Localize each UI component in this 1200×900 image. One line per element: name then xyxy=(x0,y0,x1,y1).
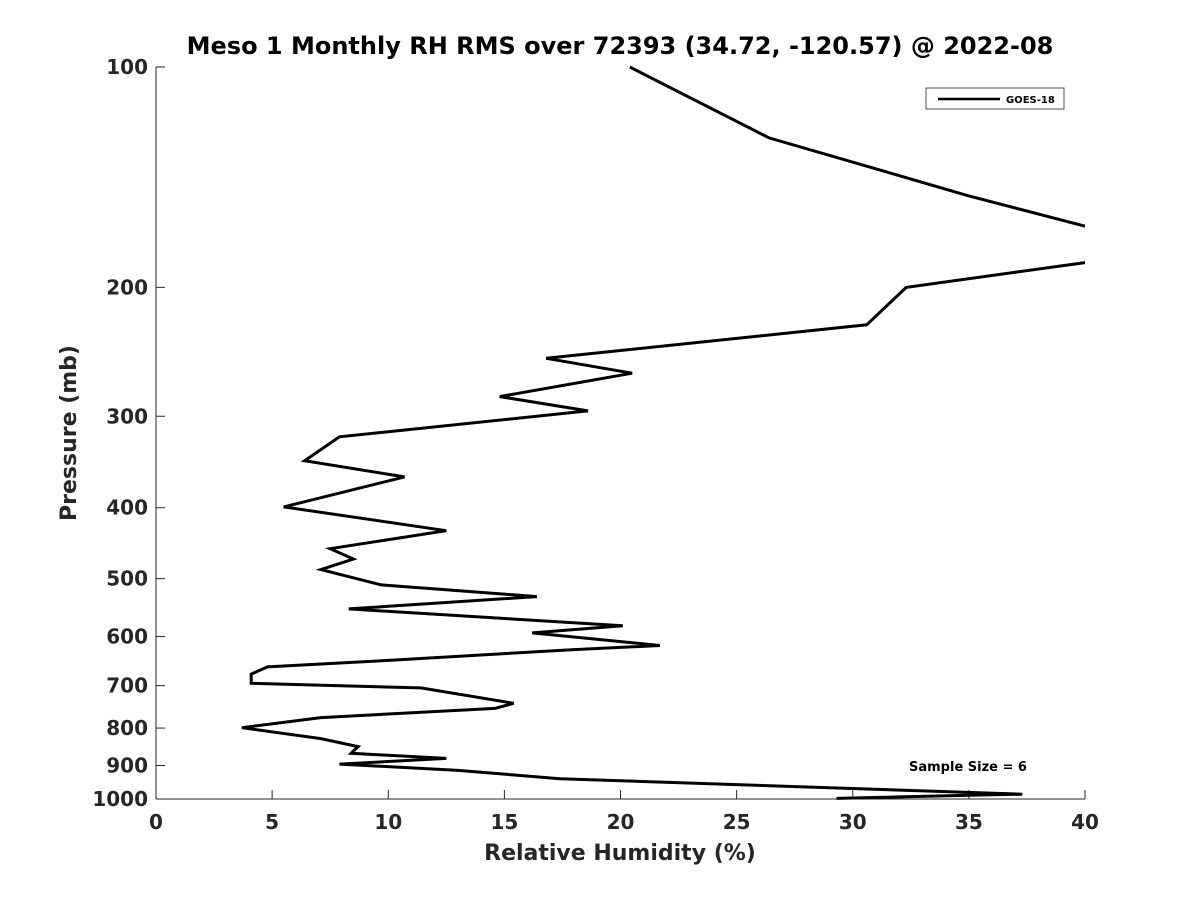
y-axis-label: Pressure (mb) xyxy=(57,345,82,521)
x-tick-label: 40 xyxy=(1071,810,1099,834)
y-tick-label: 800 xyxy=(106,716,148,740)
y-tick-label: 100 xyxy=(106,55,148,79)
y-axis-ticks: 100 200 300 400 500 600 700 800 900 1000 xyxy=(92,55,165,811)
y-tick-label: 200 xyxy=(106,275,148,299)
series-line-goes-18 xyxy=(629,65,1086,228)
series-layer xyxy=(241,65,1086,800)
y-tick-label: 700 xyxy=(106,674,148,698)
legend-label-goes-18: GOES-18 xyxy=(1006,95,1055,106)
x-tick-label: 35 xyxy=(955,810,983,834)
x-tick-label: 20 xyxy=(607,810,635,834)
x-tick-label: 0 xyxy=(149,810,163,834)
legend: GOES-18 xyxy=(925,87,1065,110)
y-tick-label: 500 xyxy=(106,567,148,591)
y-tick-label: 900 xyxy=(106,754,148,778)
x-tick-label: 30 xyxy=(839,810,867,834)
x-axis-ticks: 0 5 10 15 20 25 30 35 40 xyxy=(149,790,1099,834)
x-tick-label: 25 xyxy=(723,810,751,834)
series-line-goes-18 xyxy=(241,261,1086,800)
y-tick-label: 300 xyxy=(106,404,148,428)
y-tick-label: 400 xyxy=(106,496,148,520)
chart-title: Meso 1 Monthly RH RMS over 72393 (34.72,… xyxy=(187,32,1054,60)
x-axis-label: Relative Humidity (%) xyxy=(484,841,756,866)
x-tick-label: 10 xyxy=(374,810,402,834)
x-tick-label: 15 xyxy=(490,810,518,834)
sample-size-annotation: Sample Size = 6 xyxy=(909,760,1027,775)
x-tick-label: 5 xyxy=(265,810,279,834)
y-tick-label: 1000 xyxy=(92,787,148,811)
y-tick-label: 600 xyxy=(106,625,148,649)
